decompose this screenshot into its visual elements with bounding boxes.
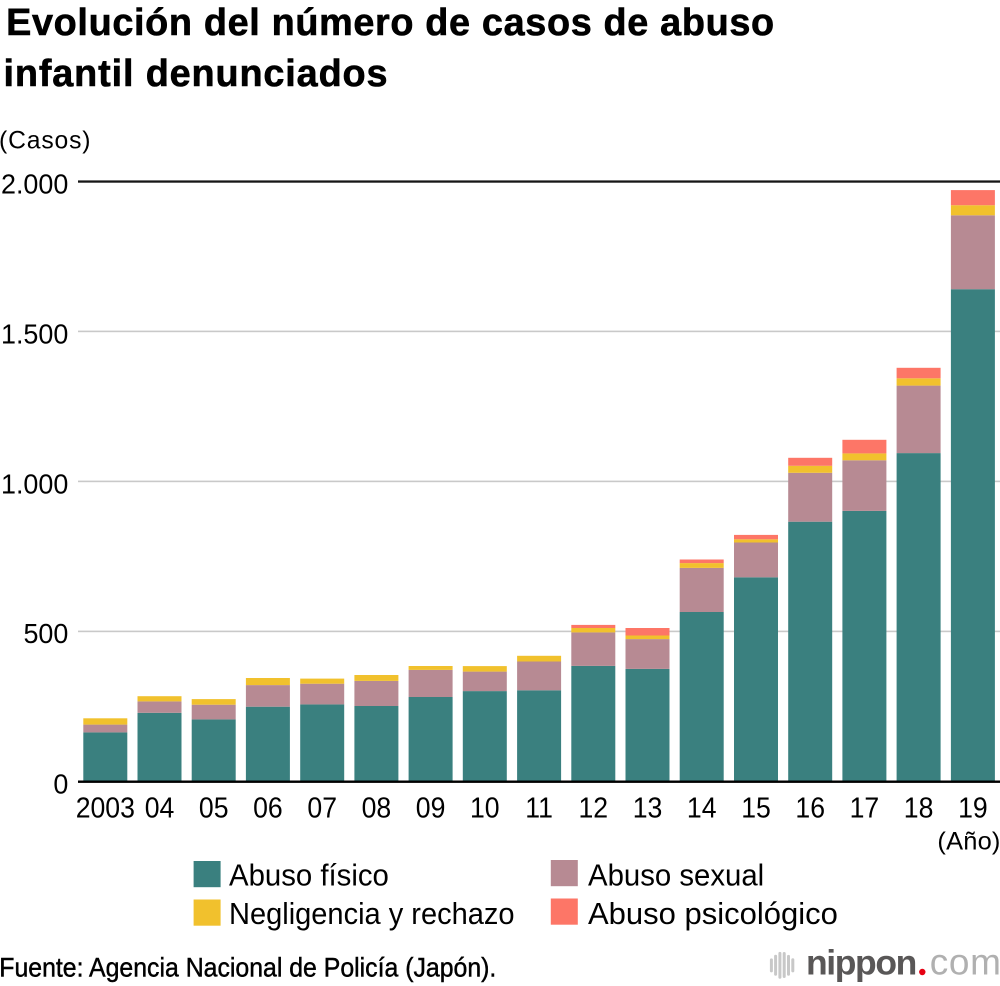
svg-text:500: 500 (23, 618, 68, 650)
svg-text:Abuso sexual: Abuso sexual (588, 859, 764, 893)
svg-text:13: 13 (633, 791, 663, 823)
svg-text:08: 08 (362, 791, 392, 823)
svg-text:05: 05 (199, 791, 229, 823)
svg-text:(Año): (Año) (937, 828, 1000, 856)
svg-text:com: com (930, 941, 1000, 982)
svg-text:07: 07 (307, 791, 337, 823)
svg-text:(Casos): (Casos) (0, 128, 91, 155)
svg-text:2003: 2003 (76, 791, 135, 823)
svg-text:Fuente: Agencia Nacional de Po: Fuente: Agencia Nacional de Policía (Jap… (0, 954, 496, 983)
svg-text:17: 17 (850, 791, 880, 823)
svg-text:14: 14 (687, 791, 717, 823)
svg-text:06: 06 (253, 791, 283, 823)
svg-text:infantil denunciados: infantil denunciados (4, 53, 388, 95)
svg-text:04: 04 (145, 791, 175, 823)
svg-text:Negligencia y rechazo: Negligencia y rechazo (229, 897, 515, 931)
svg-text:19: 19 (958, 791, 988, 823)
svg-text:0: 0 (53, 768, 68, 800)
svg-text:1.000: 1.000 (1, 468, 68, 500)
svg-text:Abuso físico: Abuso físico (229, 859, 389, 893)
svg-text:18: 18 (904, 791, 934, 823)
svg-text:11: 11 (525, 791, 553, 823)
svg-text:09: 09 (416, 791, 446, 823)
svg-text:1.500: 1.500 (1, 318, 68, 350)
svg-text:12: 12 (578, 791, 608, 823)
svg-text:16: 16 (795, 791, 825, 823)
svg-text:nippon: nippon (806, 942, 916, 982)
svg-text:15: 15 (741, 791, 771, 823)
svg-text:Abuso psicológico: Abuso psicológico (588, 896, 838, 931)
svg-text:Evolución del número de casos: Evolución del número de casos de abuso (6, 2, 774, 44)
svg-text:10: 10 (470, 791, 500, 823)
svg-text:2.000: 2.000 (1, 168, 68, 200)
